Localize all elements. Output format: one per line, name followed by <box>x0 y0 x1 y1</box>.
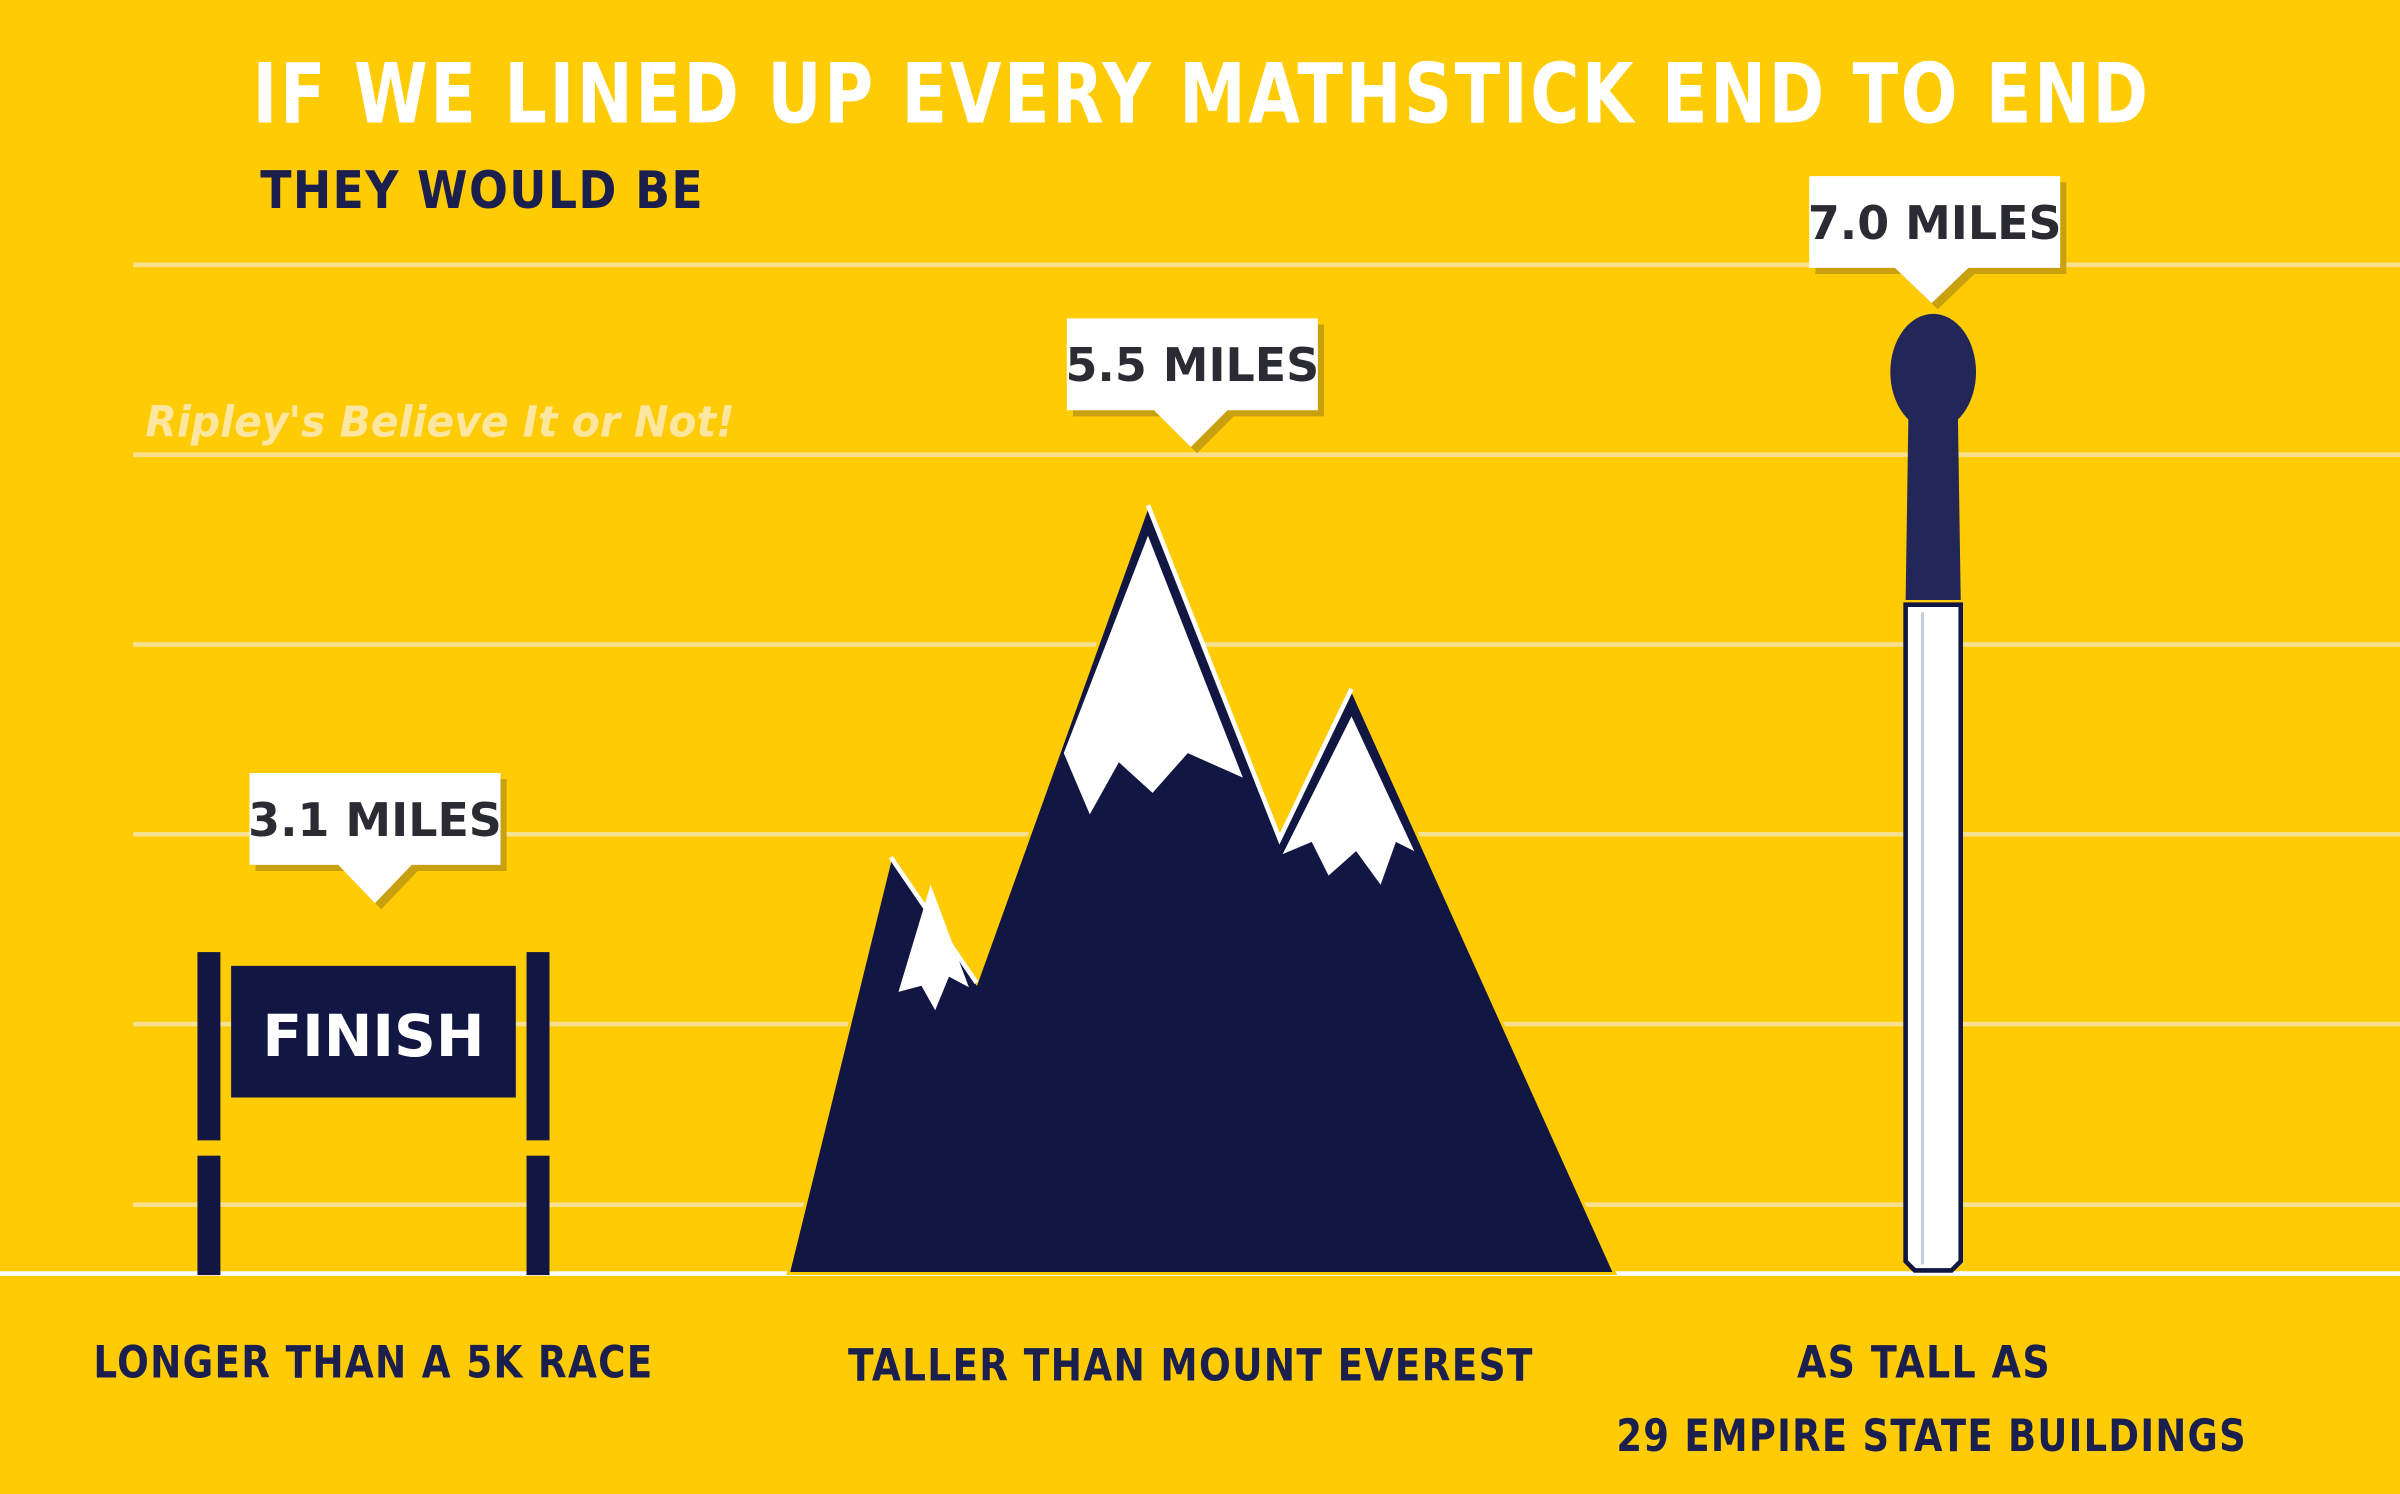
callout-box <box>1809 176 2061 304</box>
match-neck <box>1905 398 1961 601</box>
finish-text: FINISH <box>262 1002 484 1070</box>
value-label: 3.1 MILES <box>248 793 502 847</box>
caption: AS TALL AS <box>1797 1338 2051 1389</box>
caption: 29 EMPIRE STATE BUILDINGS <box>1616 1411 2247 1462</box>
caption: TALLER THAN MOUNT EVEREST <box>848 1341 1534 1392</box>
post <box>197 1155 221 1276</box>
brand-logo: Ripley's Believe It or Not! <box>145 397 734 447</box>
sign-board <box>231 965 516 1098</box>
ridge <box>1145 504 1354 845</box>
post <box>526 952 550 1141</box>
caption: LONGER THAN A 5K RACE <box>93 1338 653 1389</box>
post <box>197 952 221 1141</box>
stick <box>1903 602 1964 1273</box>
value-label: 5.5 MILES <box>1065 338 1319 392</box>
callout: 5.5 MILES <box>1065 318 1324 454</box>
callout: 3.1 MILES <box>248 773 507 910</box>
callout-box <box>249 773 501 904</box>
snow-cap <box>1063 535 1243 815</box>
title: IF WE LINED UP EVERY MATHSTICK END TO EN… <box>253 47 2151 143</box>
callout: 7.0 MILES <box>1808 176 2067 310</box>
value-label: 7.0 MILES <box>1808 196 2062 250</box>
snow-cap <box>898 884 969 1011</box>
finish-sign: FINISH <box>197 952 550 1276</box>
post <box>526 1155 550 1276</box>
callout-box <box>1066 318 1318 447</box>
subtitle: THEY WOULD BE <box>260 161 704 221</box>
matchstick <box>1890 313 1977 1273</box>
mountains <box>786 500 1618 1276</box>
snow-cap <box>1282 716 1415 885</box>
match-head <box>1890 313 1977 431</box>
